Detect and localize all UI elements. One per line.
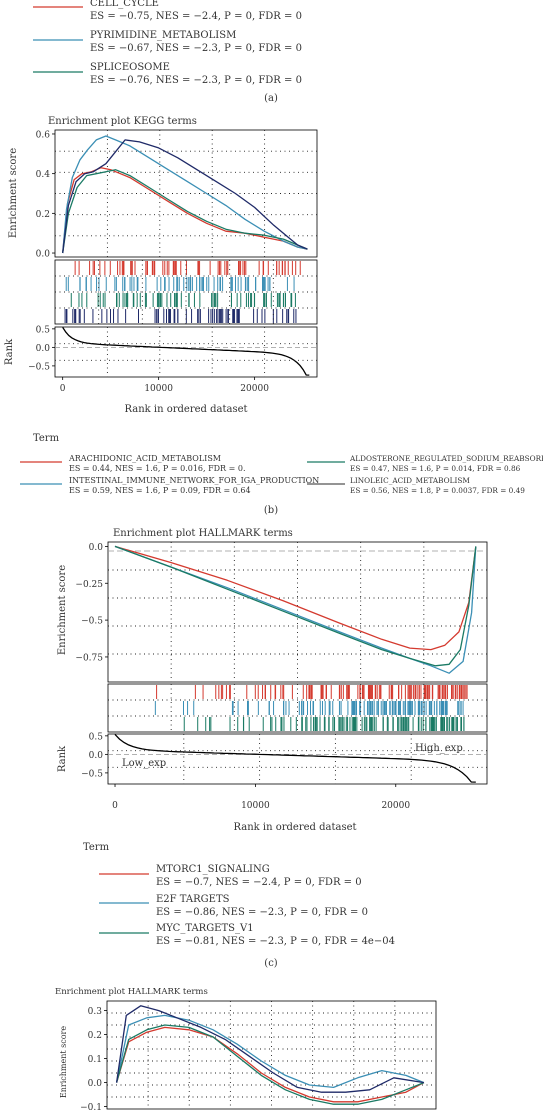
legend-c-stats-3: ES = −0.81, NES = −2.3, P = 0, FDR = 4e−… (156, 936, 395, 947)
panel-c-rank (108, 733, 487, 784)
panel-b-es-yticks: 0.0 0.2 0.4 0.6 (36, 130, 55, 260)
panel-b-rank-ytick-label: 0.5 (36, 325, 51, 335)
legend-c-stats-2: ES = −0.86, NES = −2.3, P = 0, FDR = 0 (156, 907, 368, 918)
panel-d-ylabel-es: Enrichment score (59, 1026, 68, 1098)
panel-c-series-line-3 (114, 545, 477, 667)
legend-c-stats-1: ES = −0.7, NES = −2.4, P = 0, FDR = 0 (156, 877, 362, 888)
legend-b-name-4: LINOLEIC_ACID_METABOLISM (350, 476, 470, 485)
panel-c-rank-ytick-label: 0.0 (89, 751, 104, 761)
panel-b-rank (55, 327, 317, 377)
panel-b-rank-ytick-label: −0.5 (28, 362, 50, 372)
panel-b-es-ytick-label: 0.2 (36, 210, 50, 220)
panel-d-es-ytick-label: 0.1 (88, 1055, 102, 1065)
panel-c-es-ytick-label: −0.75 (75, 653, 103, 663)
panel-b-series-line-4 (62, 139, 308, 254)
panel-c-ylabel-es: Enrichment score (57, 565, 68, 655)
legend-c-name-3: MYC_TARGETS_V1 (156, 923, 254, 934)
panel-c-xtick-label: 0 (112, 801, 118, 811)
panel-c-es-lines (114, 545, 477, 674)
panel-b-ylabel-es: Enrichment score (8, 148, 19, 238)
panel-c-xtick-label: 10000 (241, 801, 270, 811)
panel-c-term-label: Term (83, 842, 110, 853)
legend-b-name-2: INTESTINAL_IMMUNE_NETWORK_FOR_IGA_PRODUC… (69, 476, 319, 485)
panel-b-xtick-label: 20000 (240, 384, 269, 394)
panel-b-ylabel-rank: Rank (4, 338, 15, 365)
legend-a-name-2: PYRIMIDINE_METABOLISM (90, 30, 236, 41)
panel-c-es-ytick-label: −0.25 (75, 580, 103, 590)
panel-b-xlabel: Rank in ordered dataset (124, 404, 247, 415)
panel-c-rank-ytick-label: 0.5 (89, 732, 104, 742)
panel-c-title: Enrichment plot HALLMARK terms (113, 528, 293, 539)
legend-b-name-3: ALDOSTERONE_REGULATED_SODIUM_REABSORPTIO… (349, 454, 543, 463)
panel-d-es-yticks: 0.3 0.2 0.1 0.0 −0.1 (80, 1007, 107, 1111)
panel-b-rank-yticks: 0.5 0.0 −0.5 (28, 325, 55, 372)
panel-b-rank-frame (54, 326, 318, 378)
panel-c-rank-ytick-label: −0.5 (81, 769, 103, 779)
panel-d-series-line-3 (115, 1024, 425, 1105)
panel-c-hits-grid (108, 684, 487, 732)
legend-b-stats-3: ES = 0.47, NES = 1.6, P = 0.014, FDR = 0… (350, 464, 521, 473)
panel-c-series-line-1 (114, 545, 477, 651)
panel-c-es-ytick-label: 0.0 (89, 543, 104, 553)
panel-b-label: (b) (264, 505, 278, 516)
panel-a-label: (a) (264, 93, 278, 104)
legend-b-stats-1: ES = 0.44, NES = 1.6, P = 0.016, FDR = 0… (69, 464, 246, 473)
legend-a-stats-1: ES = −0.75, NES = −2.4, P = 0, FDR = 0 (90, 11, 302, 22)
panel-c-rank-frame (107, 733, 488, 785)
panel-c-xtick-label: 20000 (381, 801, 410, 811)
panel-b-title: Enrichment plot KEGG terms (48, 116, 197, 127)
panel-b-series-line-3 (62, 169, 308, 254)
legend-b-stats-4: ES = 0.56, NES = 1.8, P = 0.0037, FDR = … (350, 486, 525, 495)
panel-d-es-ytick-label: 0.0 (88, 1079, 103, 1089)
panel-c-hits (154, 685, 468, 731)
panel-d-es-lines (115, 1005, 425, 1105)
legend-a-stats-3: ES = −0.76, NES = −2.3, P = 0, FDR = 0 (90, 75, 302, 86)
panel-b-hits (64, 261, 301, 323)
panel-b-term-label: Term (33, 433, 60, 444)
panel-c-es-ytick-label: −0.5 (81, 617, 103, 627)
panel-b-series-line-1 (62, 167, 308, 254)
panel-c-low-label: Low_exp (122, 758, 166, 769)
legend-c-name-1: MTORC1_SIGNALING (156, 864, 270, 875)
panel-b-rank-ytick-label: 0.0 (36, 344, 51, 354)
panel-c-xticks: 0 10000 20000 (112, 784, 410, 811)
panel-c-label: (c) (264, 958, 278, 969)
panel-d-es-ytick-label: 0.2 (88, 1031, 102, 1041)
panel-d-series-line-4 (115, 1005, 425, 1093)
panel-b-rank-curve (62, 327, 310, 376)
panel-c-rank-yticks: 0.5 0.0 −0.5 (81, 732, 108, 779)
panel-d-series-line-2 (115, 1014, 425, 1089)
panel-b-es-lines (62, 135, 308, 254)
panel-a-legend: CELL_CYCLE ES = −0.75, NES = −2.4, P = 0… (33, 0, 302, 86)
panel-b-xtick-label: 10000 (144, 384, 173, 394)
panel-b-hits-grid (55, 260, 317, 324)
panel-d-series-line-1 (115, 1026, 425, 1103)
panel-b-es-ytick-label: 0.6 (36, 130, 51, 140)
panel-d-es-ytick-label: 0.3 (88, 1007, 103, 1017)
panel-b-es-ytick-label: 0.0 (36, 250, 51, 260)
panel-c-rank-curve (114, 733, 476, 783)
panel-c-es-grid (108, 542, 487, 682)
panel-c-high-label: High_exp (415, 743, 463, 754)
legend-a-name-3: SPLICEOSOME (90, 62, 170, 73)
panel-b-es-ytick-label: 0.4 (36, 170, 51, 180)
panel-d-es-ytick-label: −0.1 (80, 1103, 102, 1111)
panel-b-series-line-2 (62, 135, 308, 254)
legend-b-name-1: ARACHIDONIC_ACID_METABOLISM (68, 454, 221, 463)
panel-d-title: Enrichment plot HALLMARK terms (55, 987, 208, 997)
legend-a-stats-2: ES = −0.67, NES = −2.3, P = 0, FDR = 0 (90, 43, 302, 54)
panel-b-xtick-label: 0 (60, 384, 66, 394)
panel-c-xlabel: Rank in ordered dataset (233, 822, 356, 833)
panel-b-xticks: 0 10000 20000 (60, 377, 269, 394)
legend-a-name-1: CELL_CYCLE (90, 0, 159, 9)
legend-b-stats-2: ES = 0.59, NES = 1.6, P = 0.09, FDR = 0.… (69, 486, 251, 495)
panel-c-es-yticks: 0.0 −0.25 −0.5 −0.75 (75, 543, 108, 663)
panel-c-es-frame (107, 541, 488, 683)
panel-c-series-line-2 (114, 545, 477, 674)
legend-c-name-2: E2F TARGETS (156, 894, 230, 905)
panel-d-es-grid (107, 1001, 436, 1109)
panel-c-ylabel-rank: Rank (57, 745, 68, 772)
